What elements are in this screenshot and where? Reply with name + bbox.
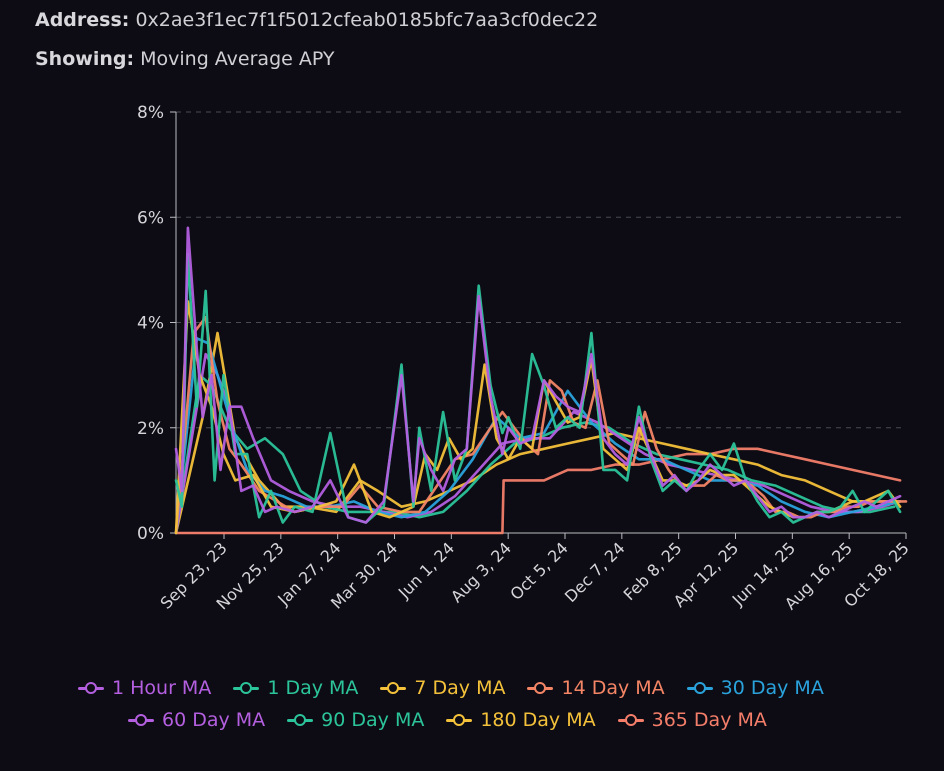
y-tick-label: 8%: [137, 103, 164, 123]
legend-item[interactable]: 365 Day MA: [617, 709, 767, 731]
legend-item[interactable]: 180 Day MA: [446, 709, 596, 731]
legend-label: 14 Day MA: [561, 677, 665, 699]
legend-label: 90 Day MA: [321, 709, 425, 731]
legend-item[interactable]: 30 Day MA: [686, 677, 824, 699]
legend-label: 7 Day MA: [414, 677, 506, 699]
y-tick-label: 0%: [137, 524, 164, 544]
legend-swatch-icon: [78, 681, 104, 695]
legend-swatch-icon: [233, 681, 260, 695]
showing-value: Moving Average APY: [140, 48, 335, 70]
y-tick-label: 4%: [137, 314, 164, 334]
series-line: [174, 226, 902, 524]
legend-swatch-icon: [617, 713, 644, 727]
legend-row-2: 60 Day MA 90 Day MA 180 Day MA 365 Day MA: [128, 709, 789, 731]
y-tick-label: 2%: [137, 419, 164, 439]
legend-swatch-icon: [380, 681, 407, 695]
legend-label: 60 Day MA: [162, 709, 266, 731]
x-tick-label: Dec 7, 24: [561, 538, 629, 606]
address-line: Address: 0x2ae3f1ec7f1f5012cfeab0185bfc7…: [35, 9, 598, 31]
address-value: 0x2ae3f1ec7f1f5012cfeab0185bfc7aa3cf0dec…: [135, 9, 599, 31]
showing-line: Showing: Moving Average APY: [35, 48, 335, 70]
legend-item[interactable]: 7 Day MA: [380, 677, 505, 699]
legend-item[interactable]: 60 Day MA: [128, 709, 265, 731]
legend-item[interactable]: 1 Day MA: [233, 677, 358, 699]
y-tick-label: 6%: [137, 208, 164, 228]
series-line: [174, 252, 902, 524]
x-tick-label: Aug 3, 24: [447, 538, 515, 606]
legend-swatch-icon: [527, 681, 554, 695]
legend-label: 1 Day MA: [267, 677, 359, 699]
legend-item[interactable]: 14 Day MA: [527, 677, 665, 699]
legend-swatch-icon: [446, 713, 473, 727]
showing-label: Showing:: [35, 48, 135, 70]
legend-label: 30 Day MA: [720, 677, 824, 699]
legend-item[interactable]: 90 Day MA: [287, 709, 424, 731]
legend-item[interactable]: 1 Hour MA: [78, 677, 211, 699]
legend-swatch-icon: [128, 713, 154, 727]
legend-row-1: 1 Hour MA 1 Day MA 7 Day MA 14 Day MA 30 Day…: [78, 677, 846, 699]
legend-label: 180 Day MA: [480, 709, 596, 731]
address-label: Address:: [35, 9, 130, 31]
legend-label: 1 Hour MA: [112, 677, 212, 699]
series-line: [174, 373, 896, 535]
series-line: [174, 352, 902, 535]
legend-label: 365 Day MA: [651, 709, 767, 731]
legend-swatch-icon: [686, 681, 713, 695]
legend-swatch-icon: [287, 713, 314, 727]
series-lines: [174, 226, 908, 535]
